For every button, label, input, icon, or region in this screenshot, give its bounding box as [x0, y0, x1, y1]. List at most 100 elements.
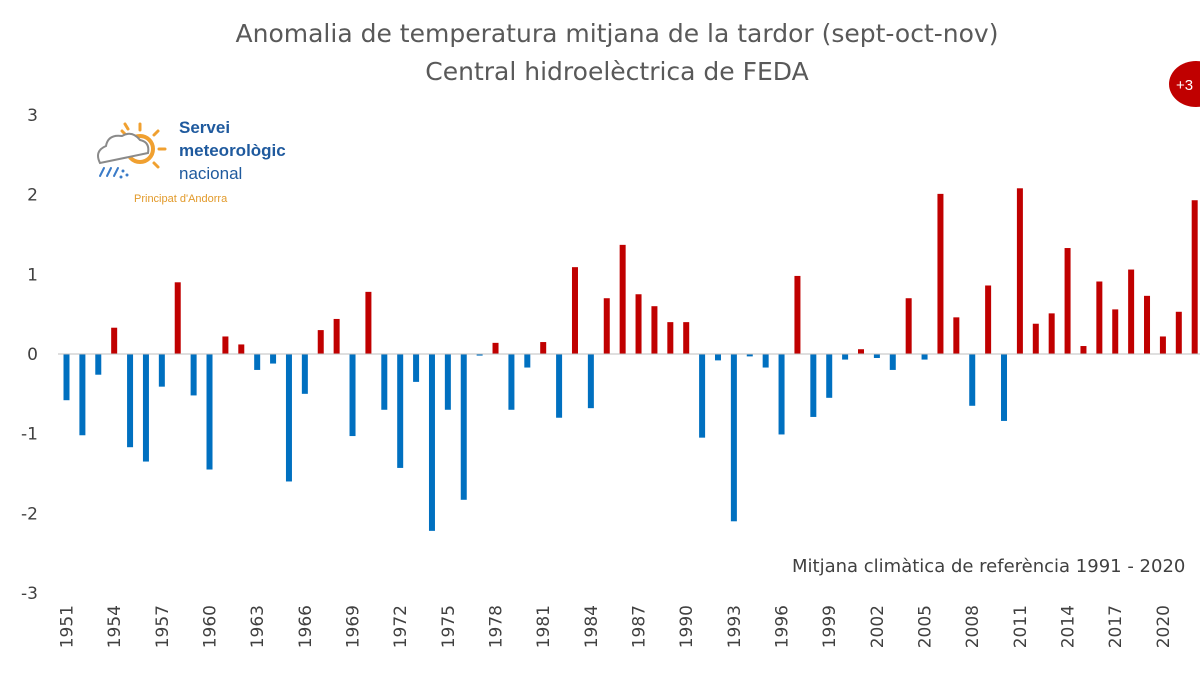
x-tick-label: 1960	[201, 605, 221, 648]
bar-2013	[1048, 313, 1055, 354]
bar-2000	[842, 354, 849, 360]
bar-1990	[683, 322, 690, 354]
bar-1954	[111, 327, 118, 354]
bar-1955	[127, 354, 134, 448]
bar-2004	[905, 298, 912, 354]
bar-1953	[95, 354, 102, 375]
x-tick-label: 1963	[248, 605, 268, 648]
bars	[63, 188, 1198, 531]
bar-1984	[587, 354, 594, 409]
chart-title: Anomalia de temperatura mitjana de la ta…	[236, 19, 999, 48]
bar-1981	[540, 342, 547, 354]
bar-1958	[174, 282, 181, 354]
bar-2010	[1001, 354, 1008, 421]
x-tick-label: 1978	[487, 605, 507, 648]
x-tick-label: 1951	[58, 605, 78, 648]
bar-1985	[603, 298, 610, 354]
y-tick-label: 2	[27, 186, 38, 206]
x-tick-label: 1966	[296, 605, 316, 648]
x-tick-label: 1981	[534, 605, 554, 648]
bar-2015	[1080, 346, 1087, 354]
x-tick-label: 1990	[677, 605, 697, 648]
y-axis: 3 2 1 0 -1 -2 -3	[21, 106, 38, 604]
smn-logo: Servei meteorològic nacional Principat d…	[97, 118, 286, 205]
bar-2007	[953, 317, 960, 354]
logo-line-4: Principat d'Andorra	[134, 193, 228, 205]
bar-2019	[1144, 295, 1151, 354]
bar-1974	[428, 354, 435, 531]
x-tick-label: 1975	[439, 605, 459, 648]
record-badge-label: +3	[1176, 77, 1193, 94]
bar-1968	[333, 318, 340, 354]
bar-1963	[254, 354, 261, 370]
y-tick-label: -3	[21, 584, 38, 604]
bar-1977	[476, 354, 483, 356]
bar-1971	[381, 354, 388, 410]
bar-1959	[190, 354, 197, 396]
logo-line-2: meteorològic	[179, 141, 286, 160]
x-tick-label: 2002	[868, 605, 888, 648]
bar-1993	[730, 354, 737, 522]
bar-1987	[635, 294, 642, 354]
bar-1995	[762, 354, 769, 368]
bar-2018	[1128, 269, 1135, 354]
bar-2002	[873, 354, 880, 358]
bar-1989	[667, 322, 674, 354]
bar-2005	[921, 354, 928, 360]
x-tick-label: 1993	[725, 605, 745, 648]
bar-1988	[651, 306, 658, 354]
bar-1973	[413, 354, 420, 382]
x-tick-label: 2014	[1059, 605, 1079, 648]
bar-2008	[969, 354, 976, 406]
bar-2011	[1016, 188, 1023, 354]
bar-1965	[285, 354, 292, 482]
bar-1969	[349, 354, 356, 437]
bar-1970	[365, 291, 372, 354]
bar-1966	[301, 354, 308, 394]
x-tick-label: 2011	[1011, 605, 1031, 648]
bar-1975	[444, 354, 451, 410]
bar-2022	[1191, 200, 1198, 354]
x-axis: 1951 1954 1957 1960 1963 1966 1969 1972 1975 1978…	[58, 605, 1174, 648]
bar-1964	[270, 354, 277, 364]
y-tick-label: 0	[27, 345, 38, 365]
bar-2001	[858, 349, 864, 354]
x-tick-label: 1984	[582, 605, 602, 648]
x-tick-label: 2008	[963, 605, 983, 648]
bar-1967	[317, 330, 324, 354]
x-tick-label: 1999	[820, 605, 840, 648]
bar-2006	[937, 193, 944, 354]
bar-1960	[206, 354, 213, 470]
bar-2014	[1064, 248, 1071, 354]
y-tick-label: -2	[21, 504, 38, 524]
bar-1976	[460, 354, 467, 500]
bar-1983	[571, 267, 578, 354]
y-tick-label: 1	[27, 265, 38, 285]
bar-1978	[492, 342, 499, 354]
bar-1994	[746, 354, 753, 357]
bar-2017	[1112, 309, 1119, 354]
bar-2021	[1175, 311, 1182, 354]
bar-1986	[619, 244, 626, 354]
x-tick-label: 2005	[916, 605, 936, 648]
bar-2012	[1032, 323, 1039, 354]
bar-1952	[79, 354, 86, 436]
bar-2003	[889, 354, 896, 370]
logo-line-3: nacional	[179, 164, 242, 183]
bar-1997	[794, 275, 801, 354]
record-badge: +3	[1169, 61, 1200, 107]
x-tick-label: 1972	[391, 605, 411, 648]
bar-1961	[222, 336, 229, 354]
chart-subtitle: Central hidroelèctrica de FEDA	[425, 57, 808, 86]
x-tick-label: 1957	[153, 605, 173, 648]
y-tick-label: -1	[21, 425, 38, 445]
bar-1962	[238, 344, 245, 354]
y-tick-label: 3	[27, 106, 38, 126]
bar-2020	[1159, 336, 1166, 354]
bar-1980	[524, 354, 531, 368]
reference-period-note: Mitjana climàtica de referència 1991 - 2…	[792, 556, 1185, 577]
bar-2009	[985, 285, 992, 354]
bar-1999	[826, 354, 833, 398]
bar-2016	[1096, 281, 1103, 354]
bar-1982	[556, 354, 563, 418]
